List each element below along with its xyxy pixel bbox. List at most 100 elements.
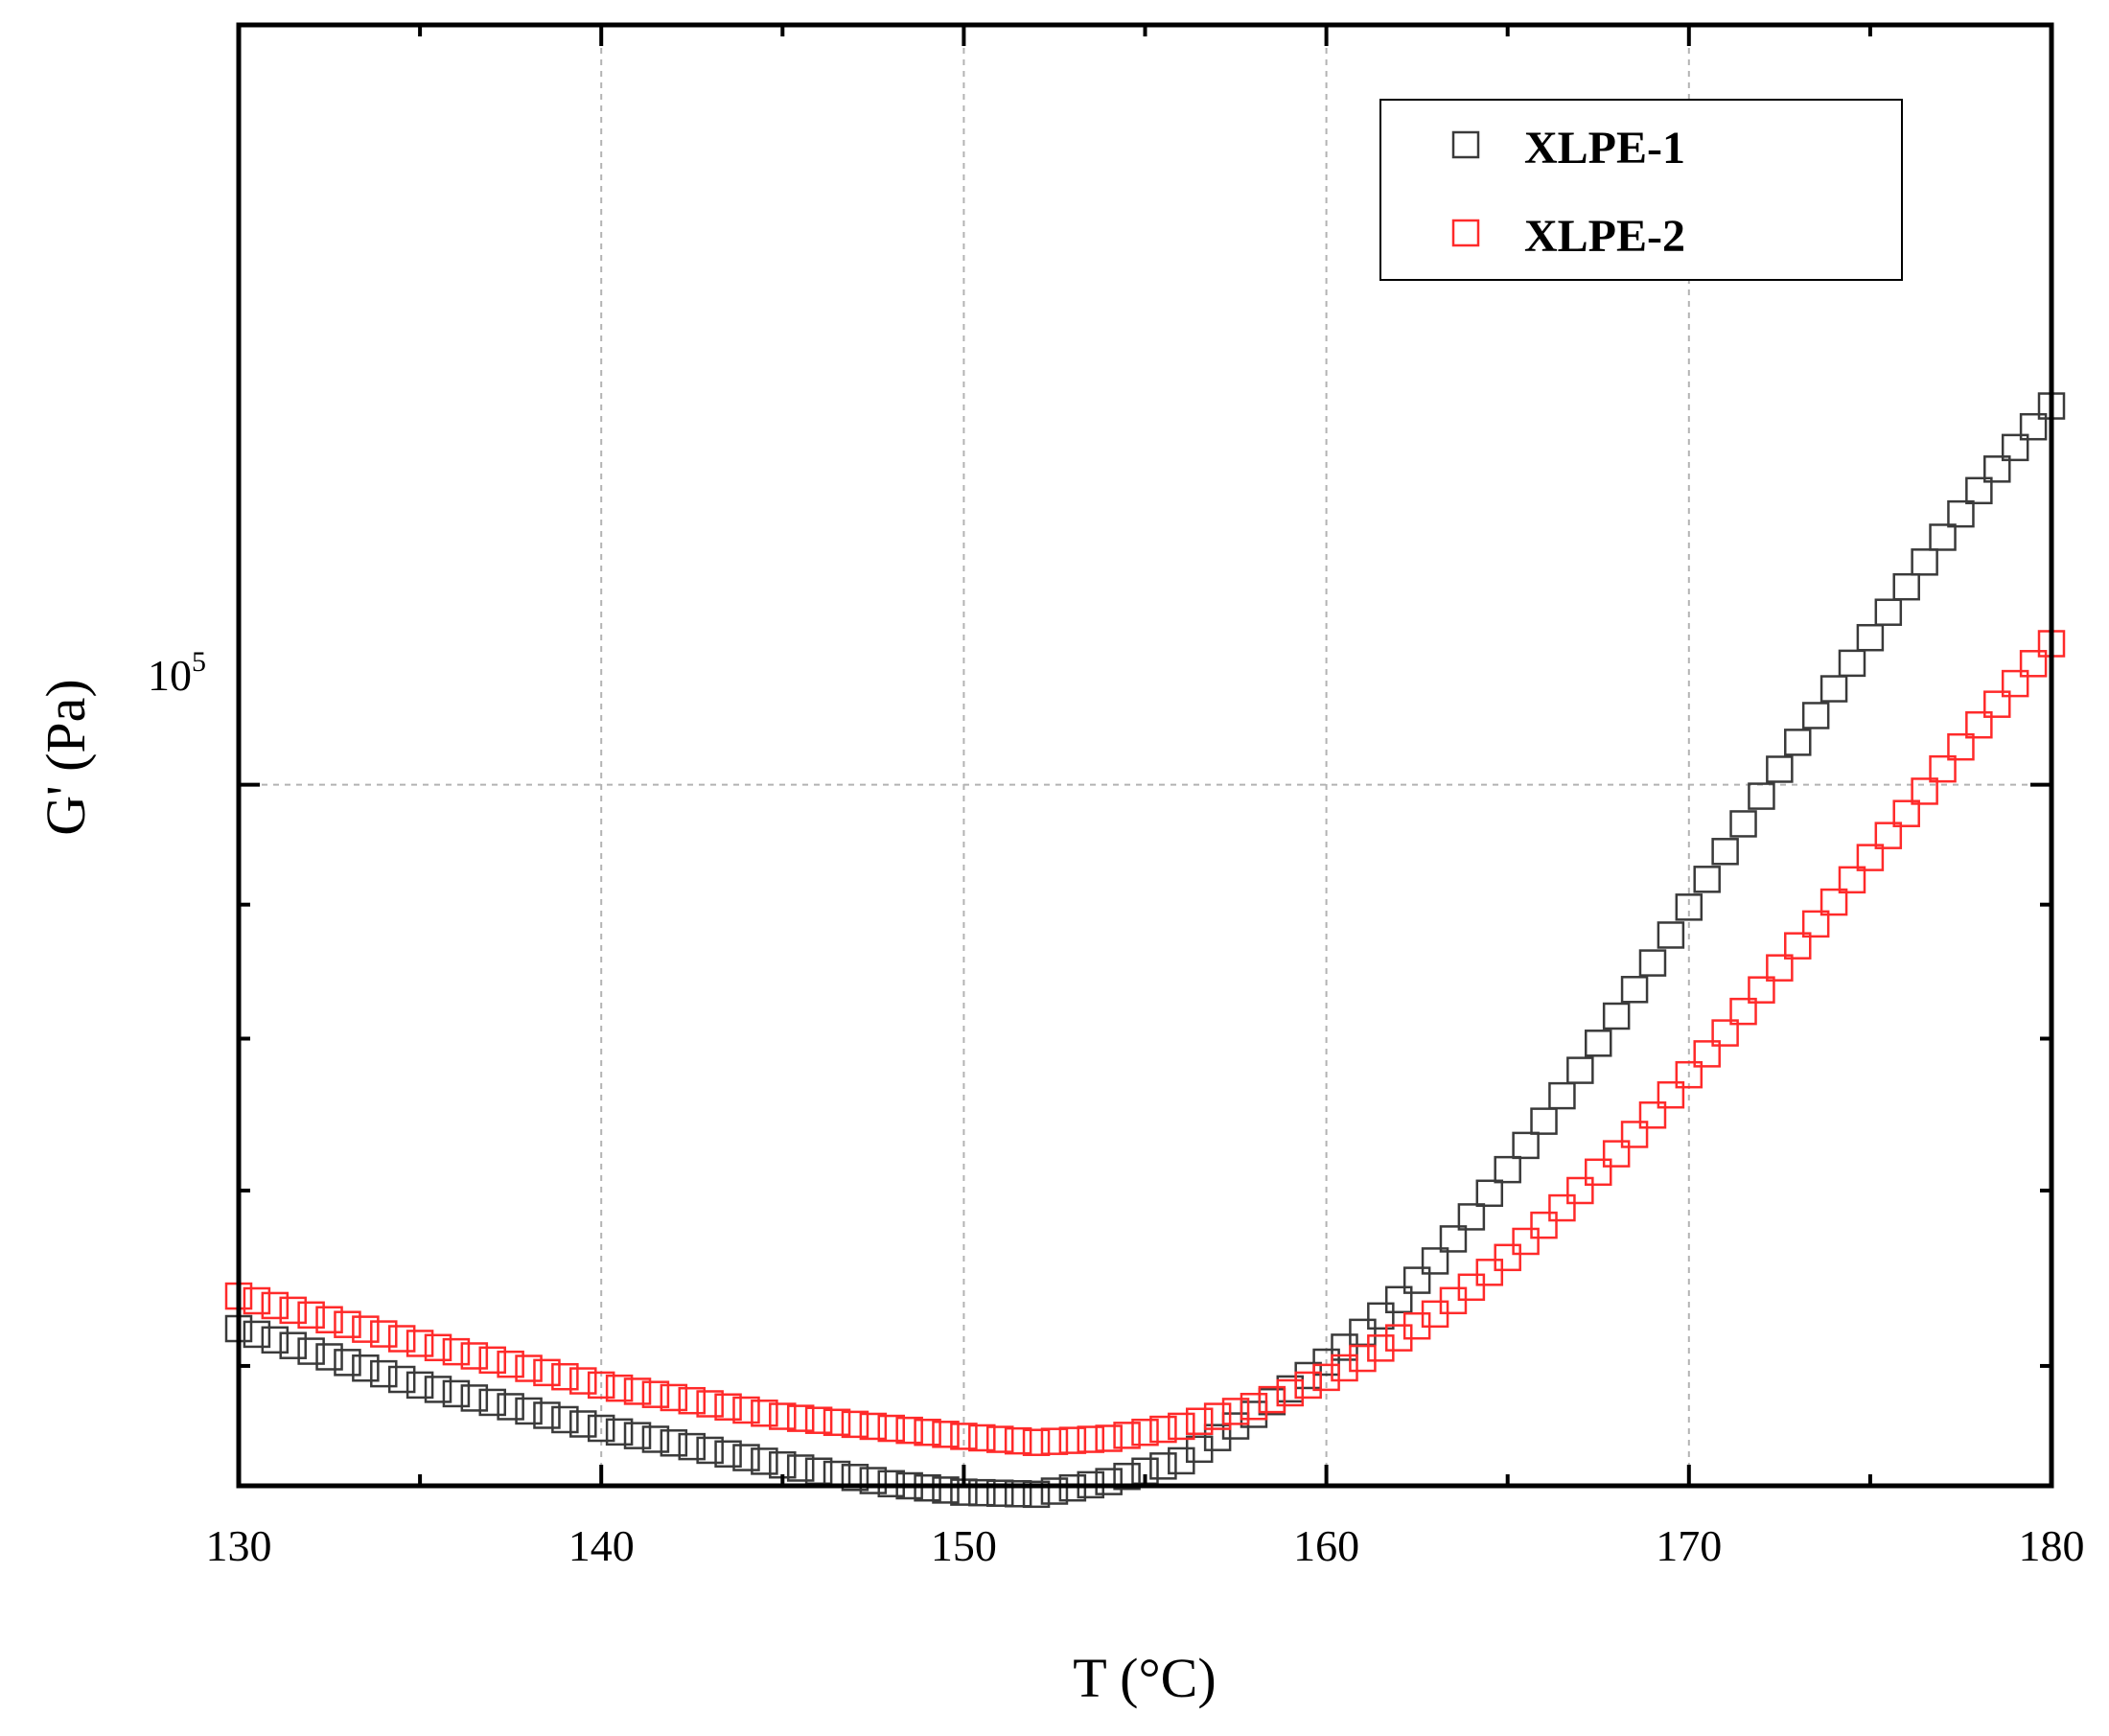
data-point-xlpe-2 xyxy=(1911,777,1938,805)
data-point-xlpe-2 xyxy=(243,1286,271,1315)
data-point-xlpe-2 xyxy=(804,1406,833,1434)
data-point-xlpe-2 xyxy=(641,1380,670,1408)
data-point-xlpe-1 xyxy=(442,1379,471,1408)
data-point-xlpe-2 xyxy=(623,1377,652,1405)
data-point-xlpe-2 xyxy=(460,1342,489,1370)
data-point-xlpe-1 xyxy=(1675,893,1703,921)
data-point-xlpe-1 xyxy=(1421,1247,1449,1275)
data-point-xlpe-1 xyxy=(551,1405,579,1434)
data-point-xlpe-2 xyxy=(406,1330,434,1357)
data-point-xlpe-2 xyxy=(1819,888,1848,916)
data-point-xlpe-2 xyxy=(1240,1392,1268,1421)
legend-marker-xlpe-1 xyxy=(1451,130,1480,159)
plot-frame xyxy=(236,22,2054,1489)
data-point-xlpe-2 xyxy=(859,1412,888,1441)
data-point-xlpe-1 xyxy=(660,1429,688,1457)
data-point-xlpe-2 xyxy=(1457,1273,1486,1302)
data-point-xlpe-2 xyxy=(1766,954,1794,982)
data-point-xlpe-1 xyxy=(1512,1131,1540,1160)
data-point-xlpe-2 xyxy=(1693,1040,1721,1068)
data-point-xlpe-2 xyxy=(515,1354,543,1382)
x-axis-title: T (°C) xyxy=(1073,1647,1216,1709)
data-point-xlpe-1 xyxy=(243,1320,271,1349)
data-point-xlpe-1 xyxy=(1566,1056,1594,1084)
data-point-xlpe-2 xyxy=(841,1410,869,1439)
x-tick-labels: 130 140 150 160 170 180 xyxy=(206,1521,2085,1570)
data-point-xlpe-2 xyxy=(1276,1378,1305,1407)
data-point-xlpe-2 xyxy=(1638,1101,1667,1129)
data-point-xlpe-2 xyxy=(1004,1426,1032,1455)
data-point-xlpe-1 xyxy=(2019,412,2048,441)
data-point-xlpe-1 xyxy=(841,1464,869,1492)
data-point-xlpe-1 xyxy=(1548,1081,1576,1110)
data-point-xlpe-1 xyxy=(1947,499,1975,528)
data-point-xlpe-2 xyxy=(1494,1243,1521,1272)
data-point-xlpe-2 xyxy=(751,1400,778,1427)
data-point-xlpe-2 xyxy=(297,1301,325,1330)
data-point-xlpe-1 xyxy=(1457,1203,1486,1231)
y-tick-base: 10 xyxy=(148,651,192,700)
data-point-xlpe-2 xyxy=(1367,1334,1395,1362)
data-point-xlpe-1 xyxy=(859,1467,888,1494)
data-point-xlpe-1 xyxy=(1693,866,1721,893)
legend: XLPE-1 XLPE-2 xyxy=(1379,99,1903,281)
data-point-xlpe-2 xyxy=(1040,1427,1069,1455)
data-point-xlpe-2 xyxy=(1748,976,1775,1004)
x-tick-label: 170 xyxy=(1656,1521,1722,1570)
data-point-xlpe-2 xyxy=(1221,1398,1250,1425)
data-point-xlpe-2 xyxy=(1168,1412,1195,1441)
data-point-xlpe-1 xyxy=(1856,623,1885,652)
data-point-xlpe-2 xyxy=(1929,754,1957,783)
data-point-xlpe-1 xyxy=(1983,455,2011,483)
data-point-xlpe-1 xyxy=(732,1444,760,1471)
data-point-xlpe-2 xyxy=(2019,650,2048,678)
data-point-xlpe-2 xyxy=(1058,1426,1087,1454)
data-point-xlpe-1 xyxy=(1874,598,1903,626)
data-point-xlpe-1 xyxy=(1729,810,1757,838)
data-point-xlpe-1 xyxy=(315,1343,343,1371)
data-point-xlpe-2 xyxy=(1711,1019,1739,1047)
data-point-xlpe-2 xyxy=(261,1291,290,1320)
data-point-xlpe-2 xyxy=(551,1362,579,1391)
x-tick-label: 160 xyxy=(1293,1521,1359,1570)
series-xlpe-1 xyxy=(224,392,2066,1509)
data-point-xlpe-2 xyxy=(1856,844,1885,871)
data-point-xlpe-1 xyxy=(1784,729,1812,756)
data-point-xlpe-1 xyxy=(370,1359,398,1388)
data-point-xlpe-2 xyxy=(1965,710,1993,739)
data-point-xlpe-2 xyxy=(605,1374,634,1402)
data-point-xlpe-2 xyxy=(387,1325,416,1353)
legend-box xyxy=(1379,99,1903,281)
legend-label-xlpe-2: XLPE-2 xyxy=(1524,211,1685,262)
data-point-xlpe-1 xyxy=(714,1440,742,1469)
data-point-xlpe-2 xyxy=(569,1367,597,1395)
data-point-xlpe-2 xyxy=(1077,1425,1105,1453)
data-point-xlpe-1 xyxy=(1040,1477,1069,1505)
data-point-xlpe-1 xyxy=(569,1410,597,1438)
data-point-xlpe-2 xyxy=(1838,866,1866,894)
data-point-xlpe-2 xyxy=(1294,1371,1322,1400)
data-point-xlpe-1 xyxy=(497,1393,524,1421)
data-point-xlpe-2 xyxy=(1149,1415,1177,1444)
data-point-xlpe-2 xyxy=(334,1310,361,1338)
data-point-xlpe-1 xyxy=(1095,1468,1123,1495)
data-point-xlpe-2 xyxy=(932,1421,960,1448)
data-point-xlpe-1 xyxy=(387,1365,416,1394)
data-point-xlpe-2 xyxy=(1258,1385,1286,1414)
data-point-xlpe-1 xyxy=(1475,1179,1504,1208)
data-point-xlpe-2 xyxy=(1131,1418,1159,1447)
y-tick-exponent: 5 xyxy=(192,646,206,678)
data-point-xlpe-2 xyxy=(714,1393,742,1421)
data-point-xlpe-1 xyxy=(605,1418,634,1447)
data-point-xlpe-2 xyxy=(1729,997,1757,1026)
data-point-xlpe-1 xyxy=(1748,782,1775,810)
data-point-xlpe-1 xyxy=(1892,572,1920,601)
data-point-xlpe-1 xyxy=(1602,1002,1631,1030)
data-point-xlpe-2 xyxy=(1801,910,1830,938)
data-point-xlpe-1 xyxy=(1620,976,1649,1004)
data-point-xlpe-2 xyxy=(968,1424,996,1452)
data-point-xlpe-2 xyxy=(1657,1080,1685,1109)
data-point-xlpe-1 xyxy=(1801,702,1830,729)
data-point-xlpe-2 xyxy=(442,1337,471,1366)
data-point-xlpe-1 xyxy=(641,1425,670,1453)
